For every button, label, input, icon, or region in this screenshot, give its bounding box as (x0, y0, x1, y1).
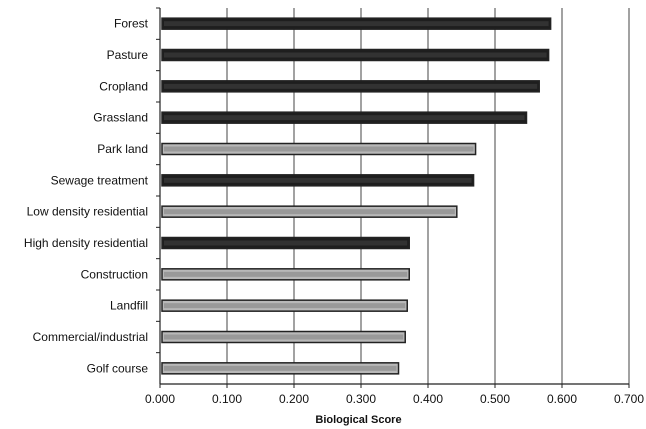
gridlines (227, 8, 629, 384)
category-label: Landfill (110, 299, 148, 313)
x-tick-label: 0.700 (614, 392, 644, 406)
x-tick-label: 0.000 (145, 392, 175, 406)
category-label: Commercial/industrial (33, 330, 148, 344)
category-label: Sewage treatment (51, 173, 149, 187)
x-tick-label: 0.400 (413, 392, 443, 406)
category-label: Low density residential (27, 205, 148, 219)
category-label: Park land (97, 142, 148, 156)
category-label: Pasture (107, 48, 149, 62)
bar-texture (164, 21, 549, 26)
x-tick-label: 0.500 (480, 392, 510, 406)
bar-texture (164, 115, 524, 120)
category-label: Cropland (99, 79, 148, 93)
bar-texture (164, 366, 397, 371)
category-label: High density residential (24, 236, 148, 250)
category-label: Construction (81, 267, 148, 281)
bar-texture (164, 303, 405, 308)
bar-texture (164, 272, 407, 277)
bar-texture (164, 209, 455, 214)
bars (162, 18, 551, 374)
bar-texture (164, 53, 547, 58)
bar-texture (164, 84, 537, 89)
bar-texture (164, 335, 403, 340)
bar-texture (164, 241, 407, 246)
x-tick-label: 0.600 (547, 392, 577, 406)
bar-texture (164, 147, 474, 152)
x-axis-title: Biological Score (315, 414, 401, 426)
category-label: Grassland (93, 111, 148, 125)
category-label: Golf course (87, 361, 149, 375)
x-tick-label: 0.100 (212, 392, 242, 406)
x-tick-label: 0.200 (279, 392, 309, 406)
bar-texture (164, 178, 472, 183)
category-labels: Forest Pasture Cropland Grassland Park land S… (24, 17, 149, 376)
x-tick-label: 0.300 (346, 392, 376, 406)
category-label: Forest (114, 17, 149, 31)
